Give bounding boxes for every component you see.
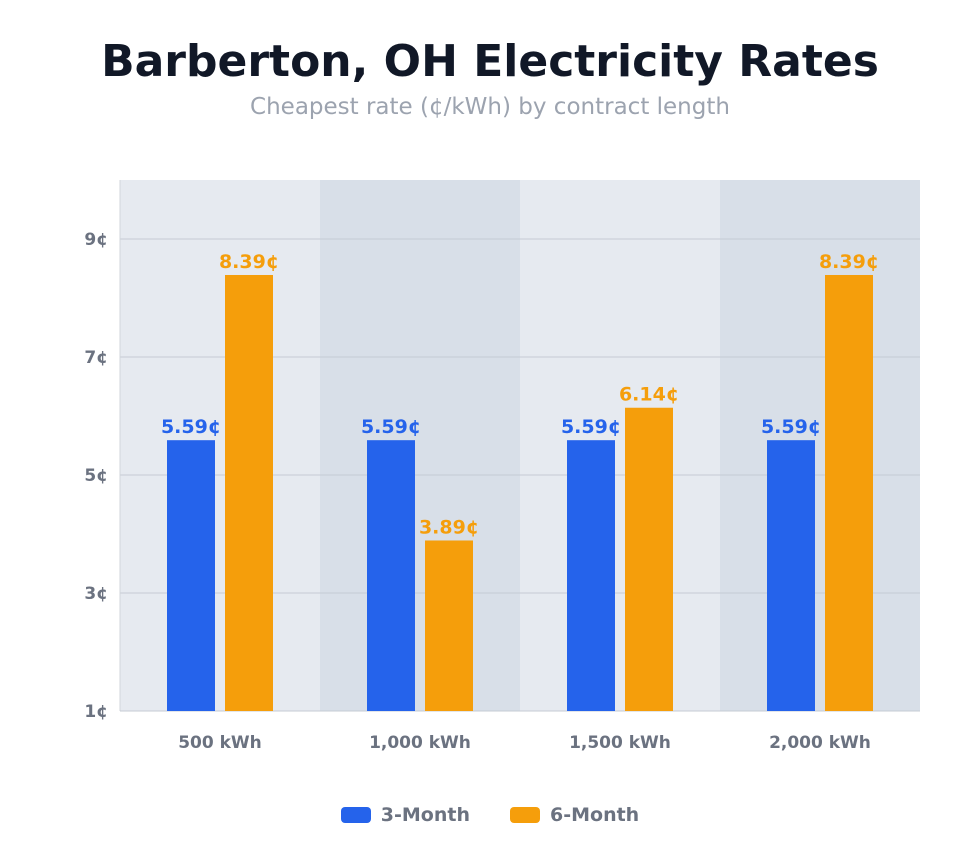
legend-label: 3-Month <box>380 804 470 826</box>
bar-6-month <box>225 274 273 711</box>
data-label: 3.89¢ <box>419 516 479 538</box>
y-tick-label: 1¢ <box>84 702 108 722</box>
bar-6-month <box>425 540 473 711</box>
chart-title: Barberton, OH Electricity Rates <box>101 36 879 87</box>
legend-item-3-month[interactable]: 3-Month <box>340 804 470 826</box>
bar-3-month <box>167 440 215 711</box>
bar-3-month <box>567 440 615 711</box>
bar-6-month <box>825 274 873 711</box>
x-tick-label: 2,000 kWh <box>769 733 871 753</box>
legend-swatch-3-month <box>340 807 371 823</box>
data-label: 8.39¢ <box>219 251 279 273</box>
chart-subtitle: Cheapest rate (¢/kWh) by contract length <box>250 94 730 120</box>
data-label: 6.14¢ <box>619 384 679 406</box>
category-band <box>320 180 520 711</box>
data-label: 5.59¢ <box>161 416 221 438</box>
category-band <box>720 180 920 711</box>
x-tick-label: 1,000 kWh <box>369 733 471 753</box>
bar-3-month <box>767 440 815 711</box>
legend-label: 6-Month <box>550 804 640 826</box>
y-tick-label: 5¢ <box>84 466 108 486</box>
bar-3-month <box>367 440 415 711</box>
legend: 3-Month 6-Month <box>0 804 980 826</box>
x-tick-label: 500 kWh <box>178 733 262 753</box>
x-tick-label: 1,500 kWh <box>569 733 671 753</box>
y-tick-label: 3¢ <box>84 584 108 604</box>
data-label: 5.59¢ <box>561 416 621 438</box>
data-label: 8.39¢ <box>819 251 879 273</box>
legend-item-6-month[interactable]: 6-Month <box>510 804 639 826</box>
y-tick-label: 9¢ <box>84 230 108 250</box>
data-label: 5.59¢ <box>361 416 421 438</box>
legend-swatch-6-month <box>510 807 540 823</box>
category-band <box>520 180 720 711</box>
y-tick-label: 7¢ <box>84 348 108 368</box>
category-band <box>120 180 320 711</box>
bar-6-month <box>625 407 673 711</box>
data-label: 5.59¢ <box>761 416 821 438</box>
